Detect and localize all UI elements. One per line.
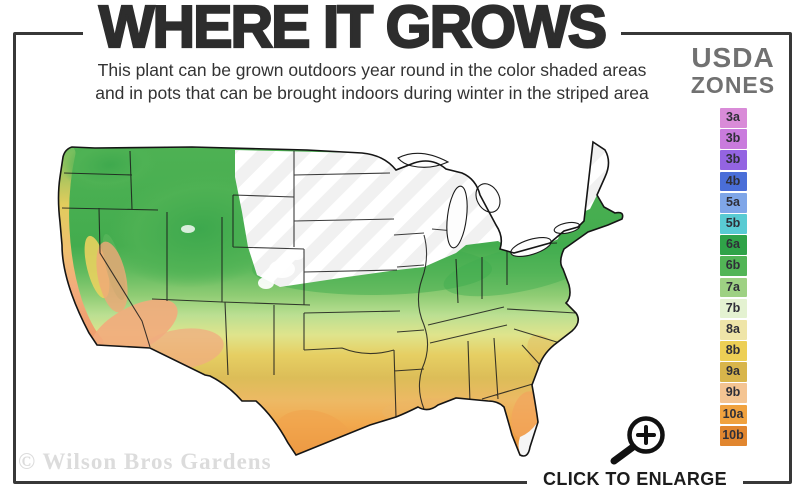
us-zones-map[interactable] (52, 117, 672, 472)
legend-title-line-1: USDA (691, 42, 775, 73)
legend-zone-chip: 8a (719, 319, 747, 340)
legend-zone-chip: 6b (719, 256, 747, 277)
legend-zone-chip: 8b (719, 341, 747, 361)
legend-zone-chip: 5b (719, 213, 747, 234)
legend-zone-chip: 3b (719, 150, 747, 171)
watermark: © Wilson Bros Gardens (18, 449, 272, 474)
page-title: WHERE IT GROWS (82, 0, 622, 61)
legend-zone-chip: 9b (719, 383, 747, 404)
subtitle-line-2: and in pots that can be brought indoors … (95, 83, 649, 104)
legend-zone-chip: 5a (719, 192, 747, 213)
legend-zone-chip: 3a (719, 108, 747, 128)
subtitle-line-1: This plant can be grown outdoors year ro… (97, 60, 647, 80)
lake-huron (475, 183, 501, 213)
legend-title: USDA ZONES (680, 44, 786, 97)
legend-zone-chip: 10a (719, 404, 747, 425)
legend-zone-chip: 10b (719, 425, 747, 446)
legend-zone-chip: 7b (719, 298, 747, 319)
header: WHERE IT GROWS (0, 0, 704, 61)
florida-unshaded-tip (518, 423, 539, 456)
legend-zone-chip: 6a (719, 235, 747, 255)
lake-michigan (446, 185, 468, 249)
legend-zone-chip: 4b (719, 171, 747, 192)
usda-zones-legend: USDA ZONES 3a 3b 3b 4b 5a 5b 6a 6b 7a 7b 8a 8b 9a 9b 1… (680, 44, 786, 447)
click-to-enlarge-button[interactable]: CLICK TO ENLARGE (527, 468, 743, 491)
legend-title-line-2: ZONES (690, 72, 776, 98)
legend-zone-list: 3a 3b 3b 4b 5a 5b 6a 6b 7a 7b 8a 8b 9a 9b 10a 10b (680, 108, 786, 446)
legend-zone-chip: 9a (719, 362, 747, 383)
legend-zone-chip: 7a (719, 277, 747, 298)
legend-zone-chip: 3b (719, 129, 747, 149)
magnifier-plus-icon[interactable] (600, 410, 675, 468)
subtitle: This plant can be grown outdoors year ro… (20, 59, 724, 105)
